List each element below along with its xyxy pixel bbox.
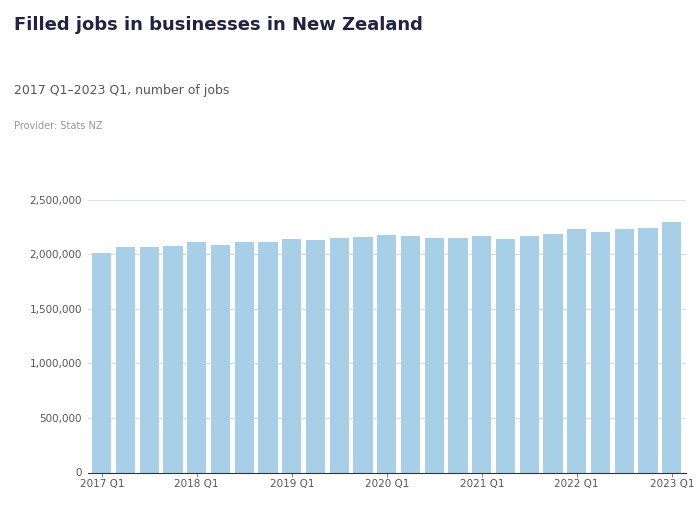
Bar [282,238,302,472]
Bar [139,247,159,472]
Text: Provider: Stats NZ: Provider: Stats NZ [14,121,102,131]
Bar [377,235,396,472]
Bar [543,234,563,472]
Bar [258,242,278,472]
Bar [591,232,610,472]
Bar [496,239,515,472]
Text: Filled jobs in businesses in New Zealand: Filled jobs in businesses in New Zealand [14,16,423,34]
Bar [448,238,468,472]
Bar [662,222,682,472]
Bar [615,229,634,472]
Bar [187,243,206,472]
Bar [354,237,372,472]
Text: figure.nz: figure.nz [584,25,662,38]
Bar [234,243,254,472]
Bar [116,247,135,472]
Bar [519,236,539,472]
Bar [638,228,658,472]
Bar [472,236,491,472]
Text: 2017 Q1–2023 Q1, number of jobs: 2017 Q1–2023 Q1, number of jobs [14,84,230,97]
Bar [330,237,349,472]
Bar [211,245,230,472]
Bar [306,240,326,472]
Bar [424,238,444,472]
Bar [163,246,183,472]
Bar [92,254,111,472]
Bar [401,236,420,472]
Bar [567,229,587,472]
